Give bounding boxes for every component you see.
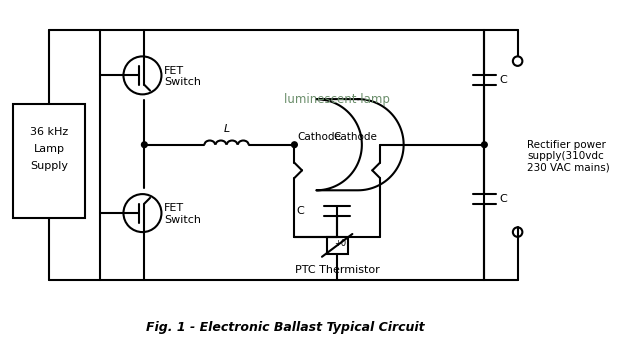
Text: Rectifier power
supply(310vdc
230 VAC mains): Rectifier power supply(310vdc 230 VAC ma… <box>527 139 610 173</box>
Text: Fig. 1 - Electronic Ballast Typical Circuit: Fig. 1 - Electronic Ballast Typical Circ… <box>146 321 424 333</box>
Text: PTC Thermistor: PTC Thermistor <box>294 265 379 275</box>
Text: Lamp: Lamp <box>34 144 65 154</box>
Text: Switch: Switch <box>164 77 202 87</box>
Text: Switch: Switch <box>164 215 202 225</box>
Circle shape <box>482 142 487 148</box>
Text: Supply: Supply <box>30 161 68 171</box>
Bar <box>327 237 348 254</box>
Text: FET: FET <box>164 203 184 213</box>
Text: L: L <box>223 124 229 134</box>
Text: FET: FET <box>164 65 184 76</box>
Circle shape <box>291 142 297 148</box>
Text: Cathode: Cathode <box>297 132 341 142</box>
Text: 36 kHz: 36 kHz <box>30 127 69 137</box>
Circle shape <box>141 142 147 148</box>
Text: Cathode: Cathode <box>333 132 377 142</box>
Text: luminescent lamp: luminescent lamp <box>284 93 390 105</box>
Text: +0: +0 <box>334 239 346 248</box>
Text: C: C <box>500 75 507 85</box>
Bar <box>13 104 86 218</box>
Text: C: C <box>500 194 507 204</box>
Text: C: C <box>296 206 304 216</box>
